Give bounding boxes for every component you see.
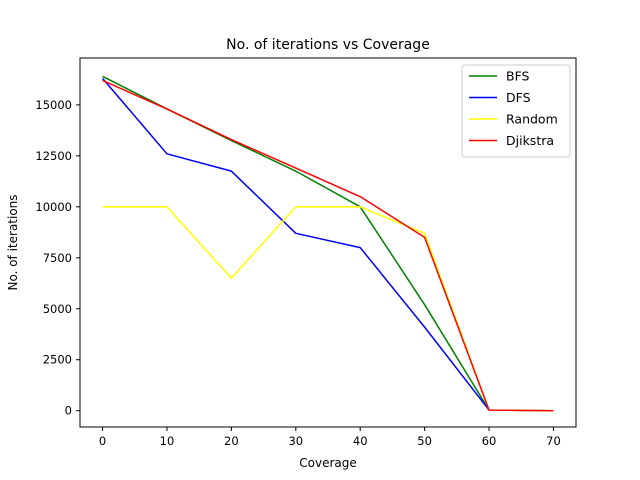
legend-label-djikstra: Djikstra: [506, 133, 554, 148]
series-line-djikstra: [102, 79, 554, 412]
y-tick-label: 10000: [35, 200, 72, 214]
x-tick-label: 30: [288, 434, 303, 448]
legend-label-bfs: BFS: [506, 69, 530, 84]
legend-label-random: Random: [506, 112, 558, 127]
x-tick-label: 70: [546, 434, 561, 448]
y-tick-label: 15000: [35, 98, 72, 112]
x-axis-label: Coverage: [299, 456, 357, 470]
axes: 0 10 20 30 40 50 60 70 0 2500 5000 7500 10000 12500 15…: [35, 57, 577, 448]
y-axis-label: No. of iterations: [6, 194, 20, 290]
y-tick-label: 12500: [35, 149, 72, 163]
x-tick-label: 40: [353, 434, 368, 448]
x-tick-label: 60: [482, 434, 497, 448]
y-tick-label: 0: [65, 404, 72, 418]
y-tick-label: 5000: [43, 302, 72, 316]
chart-title: No. of iterations vs Coverage: [226, 37, 430, 53]
y-tick-label: 2500: [43, 353, 72, 367]
x-tick-label: 50: [417, 434, 432, 448]
x-tick-label: 20: [224, 434, 239, 448]
legend-label-dfs: DFS: [506, 90, 531, 105]
x-tick-label: 0: [99, 434, 106, 448]
series-line-random: [102, 206, 554, 412]
series-line-dfs: [101, 77, 554, 412]
plot-area: [101, 75, 554, 412]
plot-frame: [79, 57, 577, 428]
legend: BFS DFS Random Djikstra: [461, 64, 571, 158]
legend-box: [461, 64, 571, 158]
y-tick-label: 7500: [43, 251, 72, 265]
x-tick-label: 10: [160, 434, 175, 448]
